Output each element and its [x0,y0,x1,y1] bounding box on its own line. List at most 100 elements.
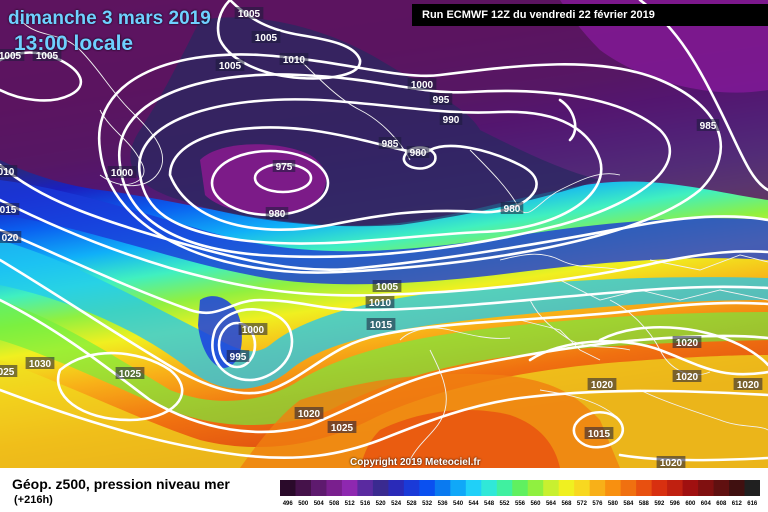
isobar-label: 1005 [36,51,59,62]
isobar-label: 025 [0,367,15,378]
legend-value: 508 [329,501,340,507]
isobar-label-bg [672,370,702,382]
legend-value: 596 [670,501,681,507]
isobar-label-bg [672,336,702,348]
legend-swatch [496,480,513,496]
isobar-label-bg [439,113,463,125]
legend-value: 600 [685,501,696,507]
isobar-label: 1005 [255,33,278,44]
legend-value: 560 [530,501,541,507]
isobar-label: 995 [433,95,450,106]
legend-value: 604 [701,501,712,507]
legend-swatch [636,480,653,496]
isobar-label: 1025 [331,423,354,434]
isobar-label: 020 [2,233,19,244]
legend-value: 580 [608,501,619,507]
legend-value: 524 [391,501,402,507]
parameter-label: Géop. z500, pression niveau mer [12,476,230,492]
legend-swatch [295,480,312,496]
isobar-label: 1020 [737,380,760,391]
isobar-label: 1015 [370,320,393,331]
legend-value: 544 [469,501,480,507]
isobar-label: 1030 [29,359,52,370]
legend-swatch [434,480,451,496]
isobar-label-bg [327,421,357,433]
color-scale-legend: 496 500 504 508 512 516 520 524 528 532 536 540 544 5… [280,480,760,507]
isobar-label-bg [365,296,395,308]
legend-swatch [682,480,699,496]
isobar-label-bg [272,160,296,172]
legend-swatch [450,480,467,496]
green-band [0,300,768,425]
isobar-label: 1020 [660,458,683,468]
legend-value: 512 [345,501,356,507]
isobar-label-bg [378,137,402,149]
isobar-label: 1000 [111,168,134,179]
isobar-label: 1000 [242,325,265,336]
isobar-label-bg [294,407,324,419]
isobar-label-bg [587,378,617,390]
legend-swatch [620,480,637,496]
isobar-label: 980 [504,204,521,215]
red-orange-core [360,410,560,468]
legend-value: 548 [484,501,495,507]
legend-swatch [512,480,529,496]
isobar-label: 1000 [411,80,434,91]
legend-value: 496 [283,501,294,507]
legend-value: 568 [561,501,572,507]
isobar-label-bg [265,207,289,219]
isobar-label-bg [406,146,430,158]
legend-swatch [481,480,498,496]
legend-value: 572 [577,501,588,507]
forecast-local-time: 13:00 locale [14,32,134,55]
legend-value: 592 [654,501,665,507]
isobar-label: 1020 [676,372,699,383]
isobar-label-bg [215,59,245,71]
isobar-label-bg [0,49,25,61]
legend-value: 536 [438,501,449,507]
isobar-label-bg [251,31,281,43]
legend-swatch [403,480,420,496]
jet-band-blue [0,180,768,285]
isobar-label: 010 [0,167,15,178]
legend-swatch [558,480,575,496]
legend-value: 576 [592,501,603,507]
isobar-label-bg [0,365,18,377]
legend-swatch [651,480,668,496]
legend-swatch [589,480,606,496]
isobar-label-bg [656,456,686,468]
isobar-label-bg [115,367,145,379]
isobar-label-bg [107,166,137,178]
legend-swatch [357,480,374,496]
isobar-label-bg [733,378,763,390]
isobar-label: 990 [443,115,460,126]
isobar-label-bg [366,318,396,330]
legend-swatch [574,480,591,496]
isobar-labels: 1005 1005 1010 1005 1005 1005 1000 995 990 985 985… [0,7,763,468]
legend-swatch [465,480,482,496]
low-core [200,144,327,215]
legend-swatch [310,480,327,496]
isobar-label-bg [0,231,22,243]
legend-value: 564 [546,501,557,507]
jet-band-cyan [0,240,768,389]
legend-value: 552 [500,501,511,507]
isobar-label: 980 [410,148,427,159]
isobars [0,0,768,460]
legend-value: 520 [376,501,387,507]
isobar-label-bg [584,427,614,439]
isobar-label: 1025 [119,369,142,380]
legend-swatch [341,480,358,496]
weather-map: 1005 1005 1010 1005 1005 1005 1000 995 990 985 985… [0,0,768,468]
legend-swatch [543,480,560,496]
legend-value: 532 [422,501,433,507]
legend-swatch [698,480,715,496]
isobar-label-bg [32,49,62,61]
isobar-label: 015 [0,205,17,216]
model-run-info: Run ECMWF 12Z du vendredi 22 février 201… [412,4,768,26]
legend-value: 588 [639,501,650,507]
forecast-date: dimanche 3 mars 2019 [8,8,211,29]
isobar-label: 995 [230,352,247,363]
isobar-label-bg [0,165,18,177]
isobar-label-bg [500,202,524,214]
